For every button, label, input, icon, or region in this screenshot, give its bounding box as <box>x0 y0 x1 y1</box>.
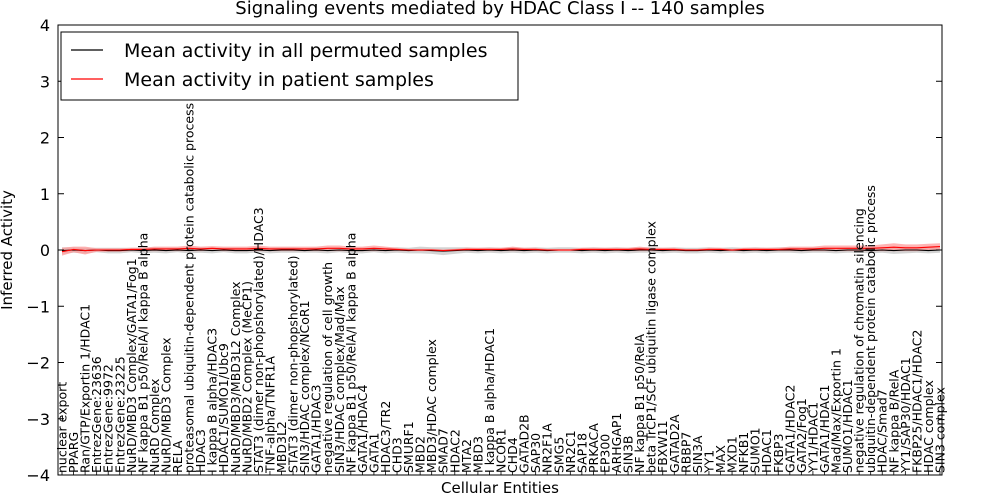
x-tick-label: RBBP7 <box>678 432 693 473</box>
x-tick-label: STAT3 (dimer non-phopshorylated)/HDAC3 <box>251 207 266 473</box>
x-tick-label: EntrezGene:23636 <box>89 356 104 473</box>
x-tick-label: CHD4 <box>505 437 520 473</box>
x-tick-label: HDAC/Smad7 <box>875 389 890 473</box>
x-tick-label: GATA1 <box>366 433 381 473</box>
x-tick-label: GATA1/HDAC4 <box>355 385 370 474</box>
x-tick-label: proteasomal ubiquitin-dependent protein … <box>182 103 197 473</box>
y-tick-label: −2 <box>26 354 50 373</box>
x-tick-label: NuRD Complex <box>147 379 162 473</box>
x-tick-label: CHD3 <box>390 437 405 473</box>
x-tick-label: HDAC complex <box>921 380 936 473</box>
x-tick-label: HDAC3 <box>193 429 208 473</box>
legend-label-2: Mean activity in patient samples <box>124 69 434 91</box>
x-tick-label: I kappa B alpha/HDAC1 <box>482 328 497 473</box>
x-tick-label: SIN3/HDAC complex/Mad/Max <box>332 286 347 473</box>
legend-label-1: Mean activity in all permuted samples <box>124 40 487 62</box>
x-tick-label: NF kappa B1 p50/RelA <box>632 333 647 473</box>
x-tick-label: ARHGAP1 <box>609 413 624 473</box>
x-tick-label: SUMO1 <box>748 427 763 473</box>
y-tick-label: −3 <box>26 410 50 429</box>
x-tick-label: NFKB1 <box>736 432 751 473</box>
x-tick-label: SUMO1/HDAC1 <box>840 379 855 473</box>
x-tick-label: SMAD7 <box>436 428 451 473</box>
y-tick-label: −4 <box>26 466 50 485</box>
chart-title: Signaling events mediated by HDAC Class … <box>235 0 764 19</box>
x-tick-label: MBD3L2 <box>274 421 289 473</box>
x-tick-label: HDAC2 <box>447 429 462 473</box>
x-tick-label: YY1/HDAC1 <box>805 402 820 474</box>
x-tick-label: I kappa B alpha/HDAC3 <box>205 328 220 473</box>
x-tick-label: FBXW11 <box>655 420 670 473</box>
x-tick-label: GATA1/HDAC2 <box>782 385 797 473</box>
x-tick-label: RELA <box>170 440 185 473</box>
x-tick-label: NuRD/MBD3 Complex/GATA1/Fog1 <box>124 258 139 473</box>
x-tick-label: EntrezGene:9972 <box>101 364 116 473</box>
x-tick-label: HDAC3/TR2 <box>378 401 393 473</box>
x-tick-label: HDAC1 <box>759 429 774 473</box>
x-tick-label: PPARG <box>66 432 81 473</box>
x-tick-label: SIN3/HDAC complex/NCoR1 <box>297 300 312 473</box>
x-tick-label: GATA1/HDAC3 <box>309 385 324 473</box>
x-tick-label: SMURF1 <box>401 421 416 473</box>
x-tick-label: negative regulation of chromatin silenci… <box>852 208 867 473</box>
x-tick-label: SAP18 <box>574 433 589 473</box>
x-tick-label: EP300 <box>598 434 613 473</box>
y-tick-label: 0 <box>40 241 50 260</box>
x-tick-label: NF kappa B/RelA <box>886 369 901 473</box>
x-tick-label: NF kappa B1 p50/RelA/I kappa B alpha <box>135 233 150 473</box>
y-tick-label: 1 <box>40 185 50 204</box>
x-tick-label: FKBP3 <box>771 434 786 473</box>
x-tick-label: GATA2/Fog1 <box>794 398 809 473</box>
x-tick-label: NR2F1A <box>540 423 555 473</box>
x-tick-label: GATAD2B <box>517 414 532 473</box>
x-tick-label: NuRD/MBD3/MBD3L2 Complex <box>228 281 243 473</box>
x-tick-label: negative regulation of cell growth <box>320 262 335 473</box>
x-tick-label: NuRD/MBD3 Complex <box>159 337 174 473</box>
plot-frame <box>57 24 943 476</box>
x-tick-label: Mad/Max/Exportin 1 <box>829 348 844 473</box>
x-tick-label: MBD3 <box>470 436 485 473</box>
x-tick-label: ubiquitin-dependent protein catabolic pr… <box>863 185 878 473</box>
x-tick-label: STAT3 (dimer non-phopshorylated) <box>286 255 301 473</box>
series-lines <box>61 246 941 253</box>
x-tick-label: beta TrCP1/SCF ubiquitin ligase complex <box>644 221 659 473</box>
x-tick-label: HDAC1/SUMO1/Ubc9 <box>216 343 231 473</box>
legend-box <box>60 31 519 101</box>
x-tick-label: Ran/GTP/Exportin 1/HDAC1 <box>78 304 93 473</box>
x-tick-label: TNF-alpha/TNFR1A <box>262 356 277 474</box>
x-tick-label: YY1 <box>701 450 716 474</box>
x-tick-label: NCOR1 <box>494 428 509 473</box>
x-tick-label: SAP30 <box>528 433 543 473</box>
x-tick-label: GATA1/HDAC1 <box>817 385 832 473</box>
y-tick-label: 2 <box>40 129 50 148</box>
y-tick-label: −1 <box>26 297 50 316</box>
series-line-2 <box>61 246 941 253</box>
x-tick-label: MBD2 <box>413 436 428 473</box>
x-tick-label: SIN3 complex <box>933 387 948 473</box>
x-axis-label: Cellular Entities <box>441 479 559 497</box>
y-axis-label: Inferred Activity <box>0 190 16 310</box>
x-tick-label: NuRD/MBD2 Complex (MeCP1) <box>239 281 254 473</box>
legend: Mean activity in all permuted samples Mea… <box>60 31 519 101</box>
x-tick-label: MBD3/HDAC complex <box>424 339 439 473</box>
x-tick-label: MTA2 <box>459 439 474 473</box>
x-tick-label: PRKACA <box>586 423 601 473</box>
y-tick-label: 3 <box>40 72 50 91</box>
x-tick-label: YY1/SAP30/HDAC1 <box>898 357 913 474</box>
y-axis: −4 −3 −2 −1 0 1 2 3 4 <box>26 16 942 485</box>
x-tick-label: EntrezGene:23225 <box>112 356 127 473</box>
y-tick-label: 4 <box>40 16 50 35</box>
x-tick-label: NR2C1 <box>563 430 578 473</box>
x-tick-label: SIN3A <box>690 435 705 473</box>
x-tick-label: SMG5 <box>551 437 566 473</box>
x-tick-label: FKBP25/HDAC1/HDAC2 <box>909 330 924 473</box>
x-tick-label: MXD1 <box>725 436 740 473</box>
x-tick-label: SIN3B <box>621 436 636 474</box>
x-tick-label: MAX <box>713 445 728 473</box>
x-tick-label: GATAD2A <box>667 414 682 473</box>
x-tick-label: NF kappa B1 p50/RelA/I kappa B alpha <box>343 233 358 473</box>
series-line-1 <box>61 249 941 252</box>
